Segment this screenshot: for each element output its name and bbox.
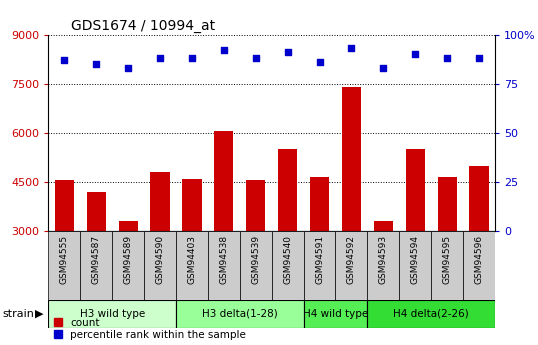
Bar xyxy=(176,231,208,300)
Text: strain: strain xyxy=(3,309,34,319)
Bar xyxy=(431,231,463,300)
Text: GSM94590: GSM94590 xyxy=(155,235,165,284)
Text: GSM94594: GSM94594 xyxy=(410,235,420,284)
Bar xyxy=(342,87,361,231)
Bar xyxy=(208,231,240,300)
Bar xyxy=(151,172,169,231)
Point xyxy=(475,55,483,61)
Text: H3 wild type: H3 wild type xyxy=(80,309,145,319)
Bar xyxy=(144,231,176,300)
Bar xyxy=(55,180,74,231)
Legend: count, percentile rank within the sample: count, percentile rank within the sample xyxy=(54,318,246,340)
Text: GSM94591: GSM94591 xyxy=(315,235,324,284)
Bar xyxy=(437,177,457,231)
Bar xyxy=(246,180,265,231)
Bar xyxy=(374,221,393,231)
Point xyxy=(60,57,69,63)
Point xyxy=(220,48,228,53)
Bar xyxy=(336,231,367,300)
Text: GSM94595: GSM94595 xyxy=(443,235,451,284)
Point xyxy=(284,49,292,55)
Point xyxy=(188,55,196,61)
Bar xyxy=(303,300,367,328)
Text: GSM94589: GSM94589 xyxy=(124,235,133,284)
Bar xyxy=(240,231,272,300)
Text: H4 wild type: H4 wild type xyxy=(303,309,368,319)
Text: GSM94592: GSM94592 xyxy=(347,235,356,284)
Bar xyxy=(463,231,495,300)
Point xyxy=(315,59,324,65)
Point xyxy=(347,46,356,51)
Bar xyxy=(176,300,303,328)
Text: H4 delta(2-26): H4 delta(2-26) xyxy=(393,309,469,319)
Bar xyxy=(118,221,138,231)
Bar xyxy=(367,300,495,328)
Text: GSM94555: GSM94555 xyxy=(60,235,69,284)
Point xyxy=(124,65,132,71)
Bar xyxy=(367,231,399,300)
Text: GSM94538: GSM94538 xyxy=(220,235,228,284)
Text: GSM94596: GSM94596 xyxy=(475,235,484,284)
Bar xyxy=(48,231,80,300)
Text: GSM94403: GSM94403 xyxy=(187,235,196,284)
Point xyxy=(155,55,164,61)
Text: GSM94593: GSM94593 xyxy=(379,235,388,284)
Text: GDS1674 / 10994_at: GDS1674 / 10994_at xyxy=(71,19,215,33)
Bar xyxy=(310,177,329,231)
Bar xyxy=(278,149,297,231)
Point xyxy=(251,55,260,61)
Bar xyxy=(272,231,303,300)
Bar xyxy=(80,231,112,300)
Point xyxy=(443,55,451,61)
Text: ▶: ▶ xyxy=(35,309,44,319)
Bar xyxy=(406,149,425,231)
Bar xyxy=(214,131,233,231)
Text: GSM94587: GSM94587 xyxy=(92,235,101,284)
Bar xyxy=(87,192,106,231)
Text: GSM94539: GSM94539 xyxy=(251,235,260,284)
Text: H3 delta(1-28): H3 delta(1-28) xyxy=(202,309,278,319)
Bar xyxy=(303,231,336,300)
Bar xyxy=(399,231,431,300)
Point xyxy=(411,51,420,57)
Text: GSM94540: GSM94540 xyxy=(283,235,292,284)
Bar xyxy=(48,300,176,328)
Bar xyxy=(470,166,489,231)
Point xyxy=(92,61,101,67)
Bar xyxy=(182,179,202,231)
Bar xyxy=(112,231,144,300)
Point xyxy=(379,65,387,71)
